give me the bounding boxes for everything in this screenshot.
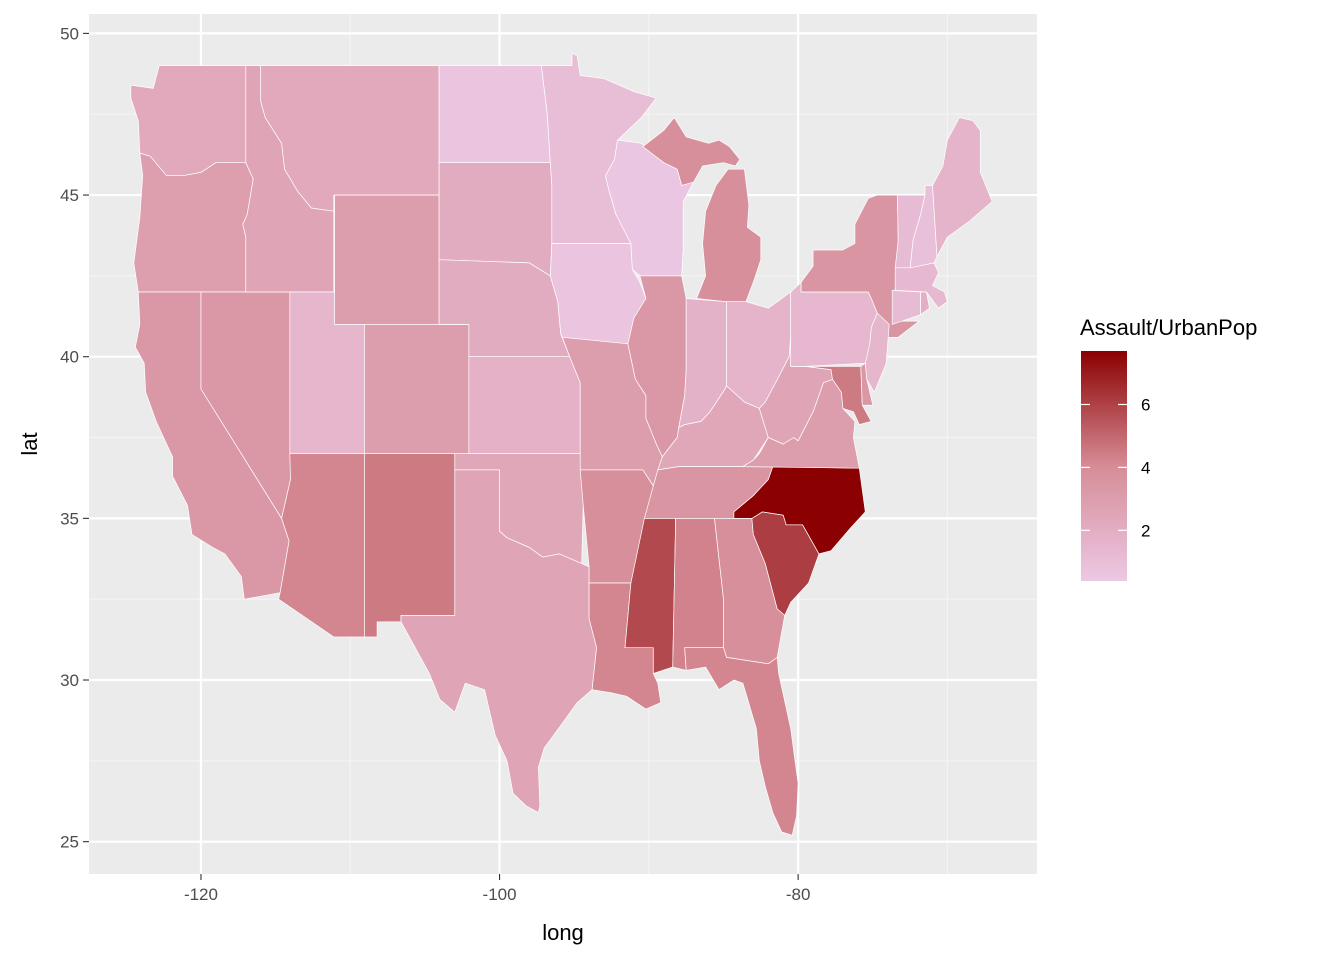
x-tick-label: -100 (483, 885, 517, 904)
state-mississippi (624, 518, 677, 674)
axes: -120 -100 -80 25 30 35 40 45 50 (60, 24, 810, 904)
state-polygons (130, 52, 993, 836)
legend-tick-label: 2 (1141, 521, 1150, 540)
state-michigan (696, 168, 762, 303)
legend-tick-label: 4 (1141, 458, 1150, 477)
x-tick-label: -80 (786, 885, 811, 904)
legend-colorbar (1081, 351, 1127, 581)
state-oregon (133, 152, 254, 293)
state-new-jersey (864, 312, 890, 393)
state-maine (932, 117, 993, 257)
state-delaware (860, 362, 874, 406)
x-tick-label: -120 (184, 885, 218, 904)
y-tick-label: 50 (60, 24, 79, 43)
state-south-dakota (438, 162, 553, 277)
state-massachusetts (894, 262, 948, 309)
state-michigan (642, 117, 741, 186)
y-axis-title: lat (17, 432, 42, 455)
state-texas (400, 469, 597, 813)
state-florida (684, 647, 799, 836)
state-wyoming (334, 194, 440, 325)
y-tick-label: 30 (60, 671, 79, 690)
state-pennsylvania (790, 281, 878, 367)
y-tick-label: 25 (60, 833, 79, 852)
state-new-mexico (364, 453, 456, 638)
color-legend: Assault/UrbanPop 2 4 6 (1080, 315, 1257, 581)
state-north-dakota (438, 65, 551, 164)
y-tick-label: 40 (60, 348, 79, 367)
legend-title: Assault/UrbanPop (1080, 315, 1257, 340)
y-tick-label: 35 (60, 509, 79, 528)
state-kansas (468, 356, 581, 455)
x-axis-title: long (542, 920, 584, 945)
y-tick-label: 45 (60, 186, 79, 205)
state-north-carolina (733, 466, 866, 555)
legend-tick-label: 6 (1141, 395, 1150, 414)
state-colorado (364, 324, 470, 455)
legend-ticks: 2 4 6 (1081, 395, 1150, 540)
